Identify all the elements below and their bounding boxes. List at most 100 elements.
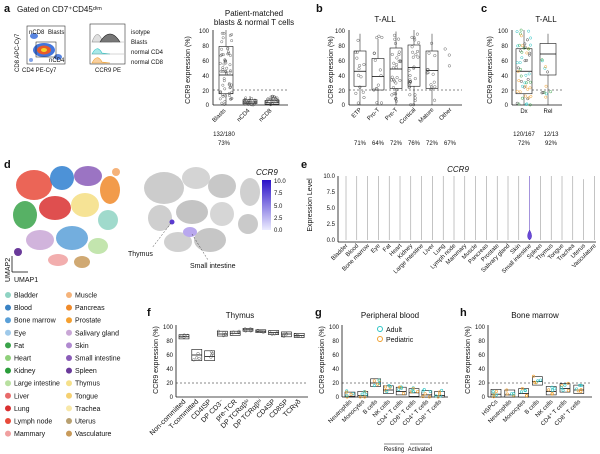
g-box-7 [434, 388, 445, 399]
g-point [372, 384, 376, 388]
tissue-swatch [5, 292, 11, 298]
c-point [525, 51, 529, 55]
ytick: 60 [166, 353, 173, 359]
ytick: 20 [478, 381, 485, 387]
b-point [355, 50, 359, 54]
tissue-label: Pancreas [75, 305, 105, 312]
c-point [523, 42, 527, 46]
b-point [433, 85, 437, 89]
ccr9-histogram: CCR9 PE [89, 23, 126, 74]
c-point [549, 90, 553, 94]
c-point [519, 74, 523, 78]
b-point [394, 65, 398, 69]
ytick: 60 [332, 353, 339, 359]
tissue-swatch [5, 392, 11, 399]
a-pct: 73% [218, 141, 231, 147]
panel-g-letter: g [315, 307, 322, 319]
a-cat-ncd4: nCD4 [236, 108, 252, 124]
f-box-4 [229, 329, 241, 336]
tissue-legend-item: Small intestine [66, 355, 121, 363]
f-box-2 [204, 350, 215, 361]
g-point [376, 382, 380, 386]
a-point [228, 86, 232, 90]
g-point [421, 395, 425, 399]
ytick: 0 [336, 395, 340, 401]
tissue-legend-item: Liver [5, 392, 30, 400]
b-point [359, 75, 363, 79]
panel-g-yticks: 100 80 60 40 20 0 [329, 325, 340, 401]
g-box-5 [408, 386, 420, 397]
a-point [230, 39, 234, 43]
tissue-label: Kidney [14, 368, 36, 375]
h-point [520, 387, 524, 391]
h-point [579, 388, 583, 392]
h-point [533, 380, 537, 384]
b-point [395, 63, 399, 67]
svg-text:20: 20 [202, 89, 209, 95]
h-point [566, 381, 570, 385]
b-pct-3: 76% [408, 141, 421, 147]
f-point [186, 333, 190, 337]
tissue-label: Eye [14, 330, 26, 337]
a-point [269, 103, 273, 107]
f-box-6 [255, 329, 267, 334]
g-point [427, 395, 431, 399]
b-point [374, 86, 378, 90]
tissue-label: Prostate [75, 318, 101, 325]
a-point [228, 70, 232, 74]
g-box-3 [383, 384, 394, 394]
panel-e-ylabel: Expression Level [307, 178, 314, 232]
b-point [380, 101, 384, 105]
f-point [296, 334, 300, 338]
a-point [227, 82, 231, 86]
f-point [216, 329, 220, 333]
tissue-legend-item: Pancreas [66, 304, 105, 312]
a-point [243, 97, 247, 101]
panel-d-letter: d [4, 159, 11, 171]
a-point [222, 103, 226, 106]
a-point [229, 69, 232, 73]
a-point [243, 99, 247, 102]
tissue-swatch [66, 380, 72, 387]
c-point [518, 90, 522, 94]
tissue-label: Bladder [14, 293, 39, 300]
b-point [390, 75, 394, 79]
a-point [276, 99, 280, 103]
b-point [361, 90, 365, 94]
f-point [197, 356, 201, 360]
f-point [237, 331, 241, 335]
c-point [524, 94, 528, 98]
b-point [411, 50, 415, 54]
b-point [393, 41, 397, 45]
a-point [220, 101, 224, 105]
a-box-1 [242, 96, 258, 107]
tissue-swatch [5, 405, 11, 412]
panel-h-boxes [490, 374, 585, 399]
b-point [395, 88, 399, 92]
b-point [395, 56, 399, 60]
h-point [525, 393, 529, 397]
f-box-5 [242, 327, 254, 333]
a-cat-blasts: Blasts [212, 108, 228, 124]
b-point [390, 93, 394, 97]
tissue-label: Thymus [75, 381, 100, 388]
b-box-pre-t [389, 31, 403, 105]
ytick: 0 [170, 395, 174, 401]
h-point [494, 389, 498, 393]
b-point [426, 71, 430, 75]
tissue-label: Salivary gland [75, 330, 119, 337]
c-cat-rel: Rel [543, 109, 552, 115]
tissue-legend-item: Fat [5, 342, 24, 350]
g-point [434, 394, 438, 398]
c-point [519, 67, 522, 71]
a-point [219, 69, 223, 73]
g-point [416, 390, 420, 394]
legend-adult: Adult [386, 327, 402, 334]
c-point [515, 101, 519, 105]
a-point [253, 102, 257, 106]
b-point [430, 41, 434, 45]
e-ytick: 5.0 [327, 206, 336, 212]
ccr9-colorbar: CCR9 10.0 7.5 5.0 2.5 0.0 [256, 168, 286, 234]
f-point [268, 330, 272, 334]
panel-a-gated-on: Gated on CD7⁺CD45ᵈⁱᵐ [17, 5, 102, 14]
